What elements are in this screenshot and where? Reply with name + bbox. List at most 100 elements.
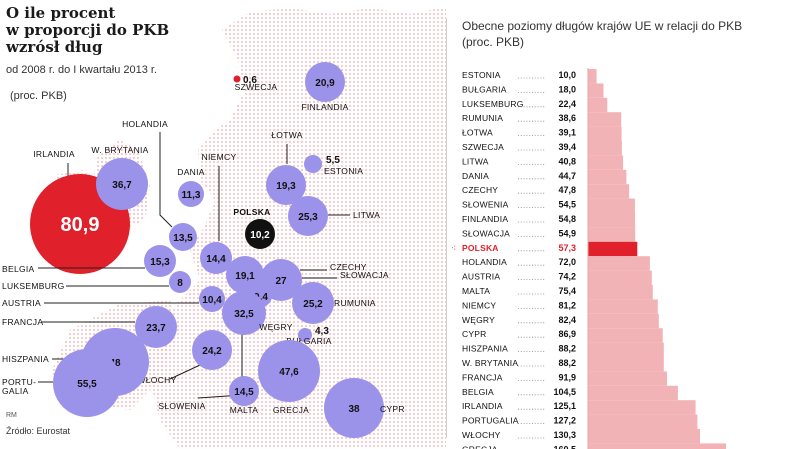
country-label-grecja: GRECJA <box>273 405 309 415</box>
bubble-value-portu-galia: 55,5 <box>77 379 97 390</box>
bar-category-wlochy: WŁOCHY <box>462 430 501 440</box>
map-title: O ile procent w proporcji do PKB wzrósł … <box>6 5 206 56</box>
panel-divider <box>446 18 447 438</box>
bubble-value-litwa: 25,3 <box>298 212 318 223</box>
country-label-wlochy: WŁOCHY <box>137 375 176 385</box>
bar-category-holandia: HOLANDIA <box>462 257 507 267</box>
bar-holandia <box>588 256 650 271</box>
bar-category-malta: MALTA <box>462 286 490 296</box>
bar-value-cypr: 86,9 <box>558 329 576 339</box>
bubble-francja <box>135 306 177 348</box>
bar-category-luksemburg: LUKSEMBURG <box>462 99 524 109</box>
bubble-value-szwecja: 0,6 <box>243 75 257 86</box>
bar-value-grecja: 160,5 <box>553 444 576 449</box>
bubble-niemcy <box>200 242 232 274</box>
bar-slowacja <box>588 227 636 242</box>
country-label-malta: MALTA <box>230 405 259 415</box>
bar-w-brytania <box>588 357 664 372</box>
bar-wegry <box>588 313 659 329</box>
bar-value-slowacja: 54,9 <box>558 228 576 238</box>
bar-category-irlandia: IRLANDIA <box>462 401 503 411</box>
bar-estonia <box>588 69 597 84</box>
bubble-wegry <box>222 291 266 335</box>
bubble-polska <box>245 219 275 249</box>
bubble-szwecja <box>233 75 241 83</box>
bubble-w-brytania <box>96 158 148 210</box>
bubble-malta <box>229 376 259 406</box>
bar-category-belgia: BELGIA <box>462 387 494 397</box>
bar-value-estonia: 10,0 <box>558 70 576 80</box>
bar-category-szwecja: SZWECJA <box>462 142 504 152</box>
bubble-austria <box>199 286 225 312</box>
bubble-value-slowacja: 27 <box>275 276 287 287</box>
bubble-rumunia <box>292 282 334 324</box>
bar-value-czechy: 47,8 <box>558 185 576 195</box>
bar-value-wlochy: 130,3 <box>553 430 576 440</box>
bar-value-francja: 91,9 <box>558 372 576 382</box>
bar-category-francja: FRANCJA <box>462 372 503 382</box>
bar-category-finlandia: FINLANDIA <box>462 214 508 224</box>
bar-category-austria: AUSTRIA <box>462 272 500 282</box>
bar-polska <box>588 241 638 257</box>
bubble-litwa <box>288 196 328 236</box>
map-title-line: w proporcji do PKB <box>6 21 170 39</box>
left-panel: O ile procent w proporcji do PKB wzrósł … <box>2 5 446 449</box>
bar-category-hiszpania: HISZPANIA <box>462 344 508 354</box>
country-label-slowacja: SŁOWACJA <box>340 270 389 280</box>
bubble-czechy <box>226 256 264 294</box>
country-label-cypr: CYPR <box>380 404 405 414</box>
bubble-value-cypr: 38 <box>348 404 360 415</box>
bubble-value-lotwa: 19,3 <box>276 181 296 192</box>
bar-value-w-brytania: 88,2 <box>558 358 576 368</box>
bar-value-irlandia: 125,1 <box>553 401 576 411</box>
bar-malta <box>588 285 653 300</box>
bar-value-rumunia: 38,6 <box>558 113 576 123</box>
bar-cypr <box>588 328 663 343</box>
bubble-value-grecja: 47,6 <box>279 367 299 378</box>
bubble-value-finlandia: 20,9 <box>315 78 335 89</box>
country-label-wegry: WĘGRY <box>259 322 292 332</box>
right-panel: Obecne poziomy długów krajów UE w relacj… <box>448 0 788 449</box>
country-label-luksemburg: LUKSEMBURG <box>2 281 65 291</box>
bar-wlochy <box>588 429 700 444</box>
bar-francja <box>588 371 667 386</box>
country-label-finlandia: FINLANDIA <box>301 102 348 112</box>
bar-category-slowenia: SŁOWENIA <box>462 200 509 210</box>
bar-category-litwa: LITWA <box>462 156 489 166</box>
bar-category-estonia: ESTONIA <box>462 70 501 80</box>
bubble-portu-galia <box>53 349 121 417</box>
bubble-holandia <box>169 223 197 251</box>
country-label-belgia: BELGIA <box>2 264 35 274</box>
bar-value-belgia: 104,5 <box>553 387 576 397</box>
bar-value-lotwa: 39,1 <box>558 128 576 138</box>
bubble-value-rumunia: 25,2 <box>303 299 323 310</box>
country-label-bulgaria: BUŁGARIA <box>286 336 331 346</box>
source-note: Źródło: Eurostat <box>6 426 71 436</box>
bar-szwecja <box>588 141 622 156</box>
country-label-holandia: HOLANDIA <box>122 119 168 129</box>
bubble-lotwa <box>266 165 306 205</box>
bar-value-austria: 74,2 <box>558 272 576 282</box>
bar-value-polska: 57,3 <box>558 243 576 253</box>
bar-category-w-brytania: W. BRYTANIA <box>462 358 518 368</box>
bubble-belgia <box>144 245 176 277</box>
bar-dania <box>588 169 627 185</box>
bar-value-niemcy: 81,2 <box>558 300 576 310</box>
bubble-value-irlandia: 80,9 <box>61 214 100 236</box>
country-label-szwecja: SZWECJA <box>235 82 278 92</box>
bar-value-dania: 44,7 <box>558 171 576 181</box>
bar-chart-title-line: Obecne poziomy długów krajów UE w relacj… <box>462 19 743 33</box>
bubble-bulgaria <box>298 328 312 342</box>
bar-irlandia <box>588 400 696 415</box>
country-label-dania: DANIA <box>177 167 205 177</box>
bar-category-portugalia: PORTUGALIA <box>462 416 519 426</box>
bar-rumunia <box>588 112 622 127</box>
bar-category-slowacja: SŁOWACJA <box>462 228 510 238</box>
bubble-cypr <box>324 378 384 438</box>
bubble-finlandia <box>305 62 345 102</box>
bar-category-lotwa: ŁOTWA <box>462 128 493 138</box>
bar-lotwa <box>588 126 622 141</box>
bar-category-cypr: CYPR <box>462 329 486 339</box>
bubble-value-dania: 11,3 <box>182 190 201 201</box>
bar-value-hiszpania: 88,2 <box>558 344 576 354</box>
